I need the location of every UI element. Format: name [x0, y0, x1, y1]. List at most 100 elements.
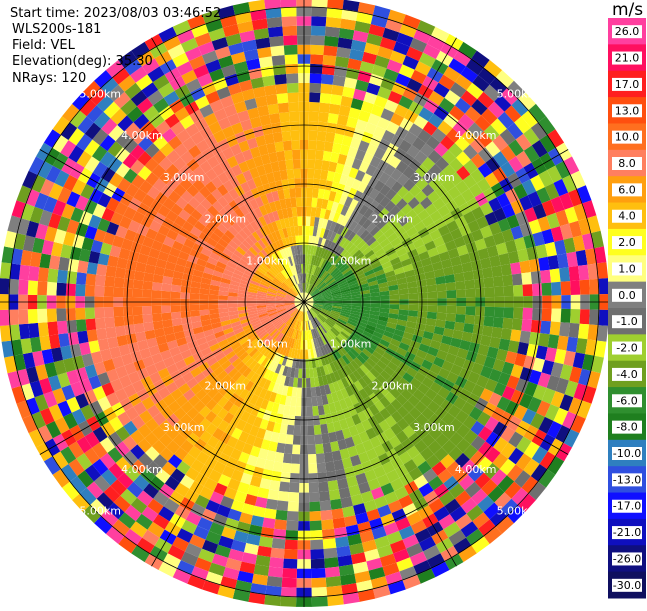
velocity-gate	[311, 45, 325, 55]
velocity-gate	[494, 307, 504, 318]
velocity-gate	[311, 26, 326, 36]
velocity-gate	[599, 310, 609, 326]
range-ring-label: 4.00km	[455, 463, 497, 476]
velocity-gate	[142, 306, 152, 315]
velocity-gate	[273, 65, 286, 76]
velocity-gate	[311, 568, 326, 578]
velocity-gate	[85, 285, 95, 297]
velocity-gate	[538, 333, 549, 347]
velocity-gate	[281, 587, 297, 597]
colorbar-tick-label: 0.0	[618, 289, 636, 302]
velocity-gate	[288, 502, 299, 512]
velocity-gate	[266, 94, 278, 105]
velocity-gate	[333, 75, 346, 86]
velocity-gate	[283, 35, 297, 45]
velocity-gate	[285, 530, 298, 540]
velocity-gate	[0, 262, 11, 279]
velocity-gate	[68, 332, 79, 346]
velocity-gate	[133, 306, 143, 315]
velocity-gate	[68, 259, 79, 273]
range-ring-label: 3.00km	[413, 421, 455, 434]
velocity-gate	[277, 93, 289, 104]
velocity-gate	[190, 305, 200, 311]
colorbar-tick-label: -6.0	[616, 394, 637, 407]
velocity-gate	[542, 283, 552, 296]
range-ring-label: 1.00km	[330, 254, 372, 267]
velocity-gate	[269, 113, 280, 124]
velocity-gate	[315, 160, 323, 170]
velocity-gate	[321, 510, 333, 521]
velocity-gate	[523, 284, 533, 296]
velocity-gate	[180, 292, 190, 299]
velocity-gate	[446, 282, 456, 291]
velocity-gate	[409, 293, 419, 299]
velocity-gate	[86, 319, 97, 331]
velocity-gate	[418, 292, 428, 299]
velocity-gate	[308, 464, 317, 474]
velocity-gate	[456, 306, 466, 315]
velocity-gate	[327, 595, 344, 606]
range-ring-label: 3.00km	[163, 421, 205, 434]
velocity-gate	[311, 549, 325, 559]
velocity-gate	[143, 322, 154, 332]
velocity-gate	[67, 320, 78, 333]
velocity-gate	[540, 270, 551, 284]
field-label: Field: VEL	[12, 38, 75, 53]
velocity-gate	[409, 305, 419, 311]
velocity-gate	[75, 284, 85, 296]
velocity-gate	[152, 290, 162, 298]
velocity-gate	[463, 271, 474, 281]
velocity-gate	[96, 328, 107, 340]
velocity-gate	[105, 276, 116, 287]
velocity-gate	[95, 275, 106, 287]
velocity-gate	[289, 111, 299, 121]
velocity-gate	[292, 445, 300, 455]
velocity-gate	[308, 454, 317, 464]
velocity-gate	[561, 281, 571, 295]
velocity-gate	[308, 159, 316, 169]
velocity-gate	[466, 306, 476, 315]
velocity-gate	[559, 322, 570, 337]
velocity-gate	[171, 305, 181, 312]
velocity-gate	[309, 111, 319, 121]
velocity-gate	[428, 292, 438, 299]
instrument-label: WLS200s-181	[12, 22, 101, 37]
velocity-gate	[309, 92, 320, 102]
velocity-gate	[447, 290, 457, 298]
velocity-gate	[18, 280, 28, 295]
velocity-gate	[180, 305, 190, 312]
velocity-gate	[521, 319, 532, 332]
velocity-gate	[285, 54, 298, 64]
velocity-gate	[513, 285, 523, 297]
velocity-gate	[288, 92, 299, 102]
velocity-gate	[307, 397, 313, 407]
velocity-gate	[284, 549, 298, 559]
velocity-gate	[275, 452, 285, 463]
velocity-gate	[259, 56, 273, 67]
velocity-gate	[28, 280, 38, 295]
velocity-gate	[310, 521, 322, 531]
velocity-gate	[285, 160, 293, 170]
velocity-gate	[66, 308, 76, 321]
velocity-gate	[264, 508, 277, 519]
velocity-gate	[380, 304, 390, 309]
velocity-gate	[134, 323, 145, 333]
velocity-gate	[310, 540, 323, 550]
velocity-gate	[399, 294, 409, 300]
velocity-gate	[273, 461, 283, 472]
range-ring-label: 2.00km	[205, 213, 247, 226]
velocity-gate	[312, 7, 328, 17]
velocity-gate	[297, 207, 302, 217]
velocity-gate	[0, 310, 9, 326]
velocity-gate	[28, 266, 39, 281]
velocity-gate	[87, 329, 98, 342]
velocity-gate	[540, 321, 551, 335]
velocity-gate	[295, 188, 301, 198]
velocity-gate	[315, 150, 324, 160]
velocity-gate	[171, 285, 181, 293]
velocity-gate	[18, 309, 28, 324]
velocity-gate	[324, 452, 334, 463]
velocity-gate	[105, 317, 116, 328]
velocity-gate	[314, 169, 322, 179]
